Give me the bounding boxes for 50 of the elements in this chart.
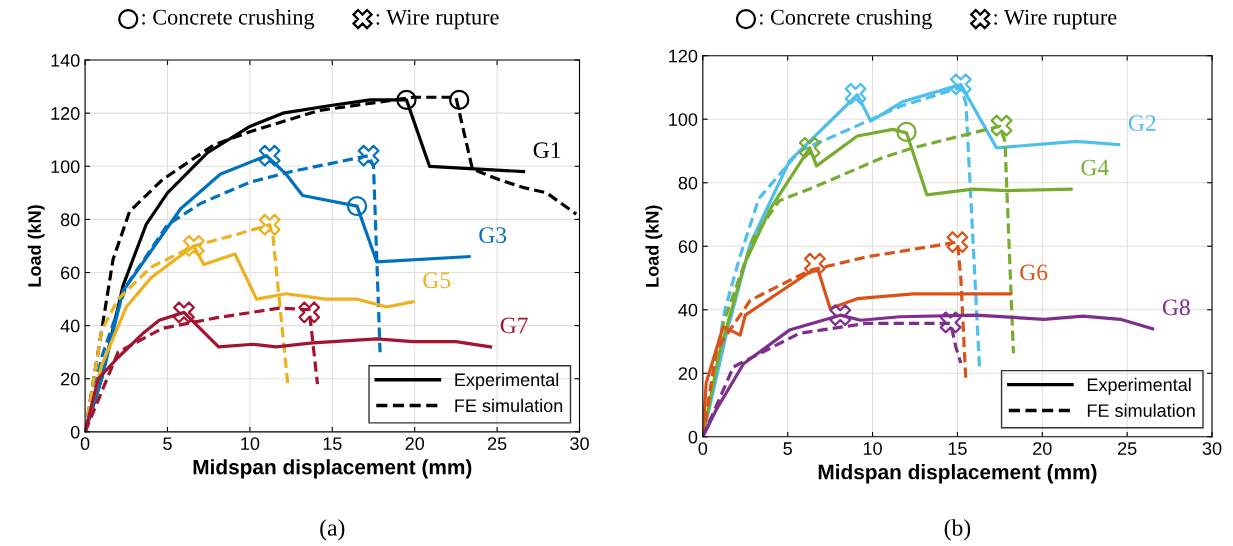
x-tick-label: 25	[1118, 442, 1137, 455]
x-tick-label: 0	[80, 437, 90, 451]
x-tick-label: 30	[1202, 442, 1222, 455]
y-tick-label: 100	[51, 160, 80, 174]
y-axis-title: Load (kN)	[645, 205, 663, 287]
annotation: G8	[1162, 299, 1190, 316]
x-tick-label: 10	[241, 437, 260, 451]
text: : Concrete crushing	[760, 9, 932, 30]
annotation: G7	[500, 317, 528, 334]
x-tick-label: 5	[783, 442, 792, 455]
annotation: G4	[1081, 159, 1109, 176]
text: (b)	[944, 519, 971, 541]
y-tick-label: 60	[678, 240, 698, 253]
annotation: G5	[423, 272, 451, 289]
y-tick-label: 120	[51, 107, 80, 120]
y-tick-label: 80	[60, 213, 80, 227]
x-tick-label: 20	[1033, 442, 1052, 455]
x-axis-title: Midspan displacement (mm)	[193, 459, 472, 479]
x-tick-label: 5	[163, 437, 172, 451]
x-tick-label: 20	[405, 437, 425, 451]
y-tick-label: 40	[60, 319, 80, 333]
x-tick-label: 15	[948, 442, 967, 455]
y-tick-label: 120	[669, 49, 698, 63]
x-tick-label: 25	[487, 437, 507, 451]
text: (a)	[320, 519, 345, 541]
annotation: Experimental	[1087, 377, 1191, 395]
annotation: G1	[533, 142, 561, 159]
y-tick-label: 40	[678, 303, 698, 317]
y-tick-label: 100	[669, 113, 698, 126]
x-tick-label: 15	[323, 437, 342, 451]
x-tick-label: 10	[863, 442, 882, 455]
annotation: G3	[479, 227, 507, 244]
annotation: FE simulation	[1087, 403, 1195, 417]
annotation: FE simulation	[455, 398, 563, 413]
text: : Wire rupture	[376, 9, 499, 30]
y-tick-label: 20	[678, 367, 698, 380]
x-axis-title: Midspan displacement (mm)	[818, 464, 1097, 484]
annotation: G2	[1128, 115, 1156, 132]
x-tick-label: 30	[570, 437, 589, 451]
text: : Wire rupture	[994, 9, 1117, 30]
x-tick-label: 0	[698, 442, 708, 455]
y-tick-label: 0	[70, 425, 80, 439]
y-axis-title: Load (kN)	[27, 205, 45, 287]
annotation: Experimental	[455, 372, 559, 390]
y-tick-label: 60	[61, 266, 80, 280]
annotation: G6	[1020, 264, 1048, 281]
y-tick-label: 20	[61, 372, 80, 386]
text: : Concrete crushing	[142, 9, 315, 30]
y-tick-label: 80	[678, 176, 698, 190]
y-tick-label: 140	[51, 53, 80, 67]
